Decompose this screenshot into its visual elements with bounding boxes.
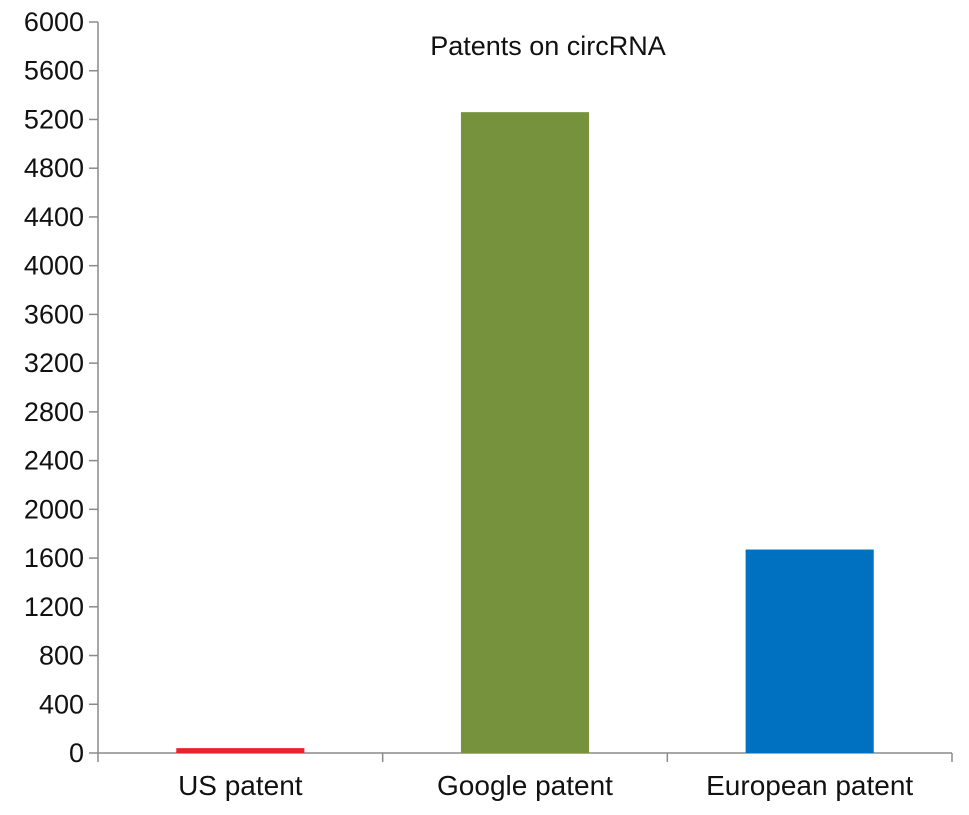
chart-title: Patents on circRNA bbox=[430, 31, 666, 61]
y-tick-label: 1200 bbox=[24, 592, 84, 622]
y-tick-label: 3600 bbox=[24, 299, 84, 329]
bar-google-patent bbox=[460, 112, 590, 753]
y-tick-label: 1600 bbox=[24, 543, 84, 573]
x-category-label: US patent bbox=[178, 770, 303, 801]
y-tick-label: 5200 bbox=[24, 104, 84, 134]
y-axis: 0 400 800 1200 1600 2000 2400 2800 3200 3600 4000 4… bbox=[24, 7, 99, 768]
y-tick-label: 800 bbox=[39, 641, 84, 671]
bar-european-patent bbox=[745, 549, 874, 753]
y-tick-label: 4800 bbox=[24, 153, 84, 183]
y-tick-label: 2800 bbox=[24, 397, 84, 427]
bars bbox=[176, 112, 874, 753]
bar-us-patent bbox=[176, 748, 305, 753]
x-category-label: Google patent bbox=[437, 770, 613, 801]
y-tick-label: 4400 bbox=[24, 202, 84, 232]
x-category-label: European patent bbox=[706, 770, 913, 801]
y-tick-label: 3200 bbox=[24, 348, 84, 378]
y-tick-label: 6000 bbox=[24, 7, 84, 37]
y-tick-label: 2400 bbox=[24, 446, 84, 476]
y-tick-label: 0 bbox=[69, 738, 84, 768]
y-tick-label: 5600 bbox=[24, 56, 84, 86]
y-tick-label: 4000 bbox=[24, 251, 84, 281]
y-tick-label: 2000 bbox=[24, 494, 84, 524]
y-tick-label: 400 bbox=[39, 689, 84, 719]
x-axis: US patent Google patent European patent bbox=[97, 752, 953, 801]
